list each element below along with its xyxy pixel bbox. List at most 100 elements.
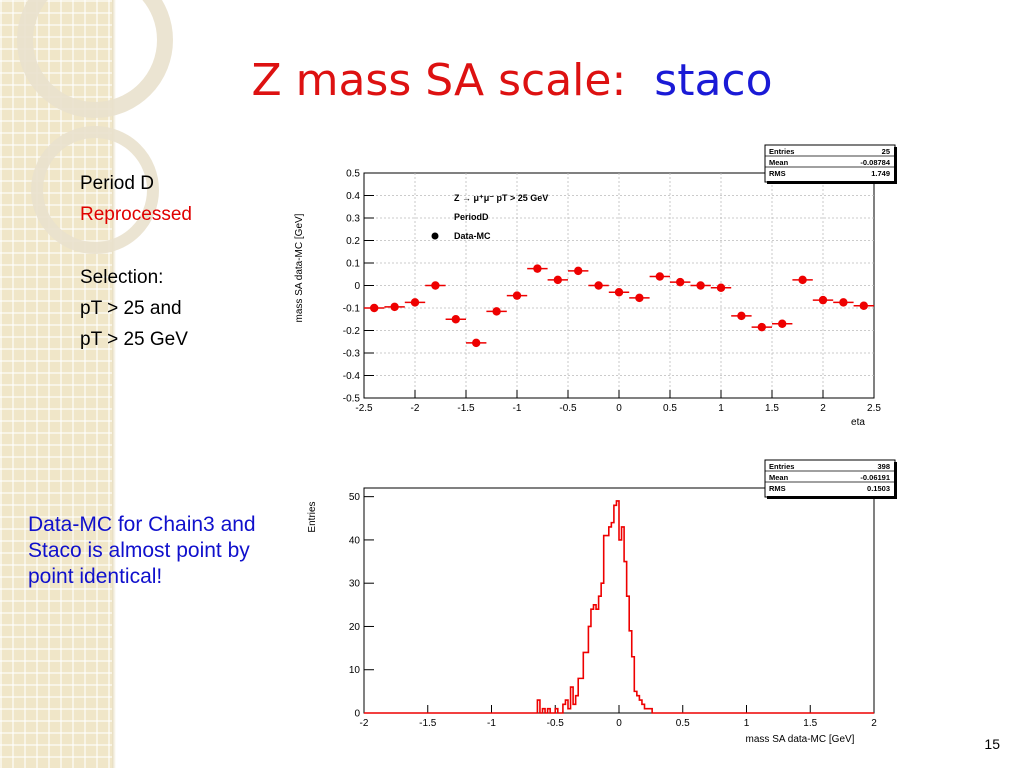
plot1-stats-entries-label: Entries (769, 147, 794, 156)
data-point (486, 307, 507, 316)
data-point (670, 277, 691, 287)
scatter-plot-eta: -2.5 -2 -1.5 -1 -0.5 0 0.5 1 1.5 2 2.5 -0.5 -0.4 -0.3… (280, 140, 900, 435)
selection-label: Selection: (80, 267, 164, 288)
data-point-marker (655, 272, 664, 281)
plot2-y-tick-label: 40 (349, 535, 361, 546)
plot2-x-axis-label: mass SA data-MC [GeV] (746, 734, 855, 745)
plot2-x-tick-label: 1.5 (803, 718, 817, 729)
legend-marker-label: Data-MC (454, 231, 491, 241)
plot1-legend: Z → μ⁺μ⁻ pT > 25 GeV PeriodD Data-MC (431, 193, 548, 241)
plot1-y-tick-label: -0.5 (343, 394, 361, 405)
plot1-y-tick-label: 0.2 (346, 236, 360, 247)
data-point-marker (492, 307, 501, 316)
plot2-x-tick-label: -2 (360, 718, 369, 729)
plot2-x-tick-label: -1 (487, 718, 496, 729)
slide-title-main: Z mass SA scale: (251, 55, 627, 106)
selection-line-2: pT > 25 GeV (80, 329, 188, 350)
plot2-stats-box: Entries 398 Mean -0.06191 RMS 0.1503 (764, 459, 897, 499)
plot2-y-axis-label: Entries (307, 501, 318, 532)
data-point (629, 293, 650, 303)
plot1-stats-entries: 25 (882, 147, 890, 156)
data-point-marker (390, 302, 399, 312)
data-point (547, 275, 568, 285)
decorative-rings (17, 0, 173, 254)
plot1-y-tick-label: -0.4 (343, 371, 361, 382)
plot1-y-tick-label: -0.2 (343, 326, 361, 337)
plot1-x-tick-label: 2 (820, 403, 826, 414)
plot1-x-tick-label: 1.5 (765, 403, 779, 414)
plot2-stats-entries-label: Entries (769, 462, 794, 471)
plot1-y-axis-label: mass SA data-MC [GeV] (294, 213, 305, 322)
plot2-stats-shadow-right (894, 462, 897, 499)
plot1-stats-mean-label: Mean (769, 158, 789, 167)
plot2-stats-mean: -0.06191 (860, 473, 890, 482)
data-point (466, 338, 487, 348)
data-point-marker (472, 338, 481, 348)
plot1-stats-frame (764, 144, 896, 183)
plot1-y-tick-label: -0.3 (343, 349, 361, 360)
legend-line-1: Z → μ⁺μ⁻ pT > 25 GeV (454, 193, 548, 203)
data-point-marker (798, 275, 807, 285)
data-point (751, 322, 772, 332)
data-point (710, 283, 732, 292)
plot1-y-tick-label: -0.1 (343, 304, 361, 315)
plot2-y-tick-label: 20 (349, 622, 361, 633)
data-point (731, 311, 752, 321)
plot1-x-tick-label: 2.5 (867, 403, 881, 414)
data-point (568, 266, 589, 276)
data-point-marker (594, 281, 603, 290)
data-point-marker (431, 281, 440, 290)
plot1-stats-rms: 1.749 (871, 169, 890, 178)
plot2-x-tick-label: -1.5 (419, 718, 437, 729)
plot2-stats-mean-label: Mean (769, 473, 789, 482)
data-point-marker (614, 288, 624, 297)
plot2-y-tick-label: 30 (349, 579, 361, 590)
plot1-x-tick-label: -2.5 (355, 403, 373, 414)
plot2-x-tick-label: 0.5 (676, 718, 690, 729)
data-point-marker (574, 266, 583, 276)
data-point (364, 303, 385, 313)
plot1-y-tick-label: 0.3 (346, 214, 360, 225)
data-point-marker (512, 291, 522, 300)
plot2-x-tick-label: 0 (616, 718, 622, 729)
data-point (649, 272, 670, 281)
plot2-y-tick-label: 10 (349, 665, 361, 676)
decorative-ring-large (17, 0, 173, 118)
legend-line-2: PeriodD (454, 212, 489, 222)
plot1-stats-mean: -0.08784 (860, 158, 890, 167)
plot1-background (280, 140, 900, 435)
plot2-x-tick-label: 2 (871, 718, 877, 729)
plot2-histogram (364, 500, 874, 714)
plot1-x-tick-label: 0.5 (663, 403, 677, 414)
data-point (384, 302, 405, 312)
data-point-marker (676, 277, 685, 287)
plot1-stats-shadow-bottom (767, 181, 897, 184)
plot1-x-tick-label: -1.5 (457, 403, 475, 414)
data-point (792, 275, 813, 285)
data-point (690, 281, 711, 290)
data-point-marker (839, 298, 848, 307)
data-point (833, 298, 854, 307)
data-point-marker (553, 275, 562, 285)
slide-title-accent: staco (654, 55, 773, 106)
data-point-marker (757, 322, 766, 332)
plot1-stats-rms-label: RMS (769, 169, 786, 178)
data-point (772, 319, 793, 328)
plot2-x-tick-label: -0.5 (547, 718, 565, 729)
plot1-y-tick-label: 0.4 (346, 191, 360, 202)
plot2-y-tick-label: 50 (349, 492, 361, 503)
plot1-y-tick-label: 0 (354, 281, 360, 292)
data-point-marker (451, 315, 460, 324)
decorative-ring-small (31, 126, 159, 254)
plot2-x-tick-label: 1 (744, 718, 750, 729)
plot1-x-tick-label: 0 (616, 403, 622, 414)
data-point-marker (859, 301, 868, 310)
plot1-x-tick-label: -2 (411, 403, 420, 414)
plot1-y-tick-label: 0.1 (346, 259, 360, 270)
plot2-stats-frame (764, 459, 896, 498)
data-point-marker (635, 293, 644, 303)
plot1-ticks: -2.5 -2 -1.5 -1 -0.5 0 0.5 1 1.5 2 2.5 -0.5 -0.4 -0.3… (343, 169, 882, 415)
data-point-marker (818, 295, 828, 305)
data-point-marker (696, 281, 705, 290)
